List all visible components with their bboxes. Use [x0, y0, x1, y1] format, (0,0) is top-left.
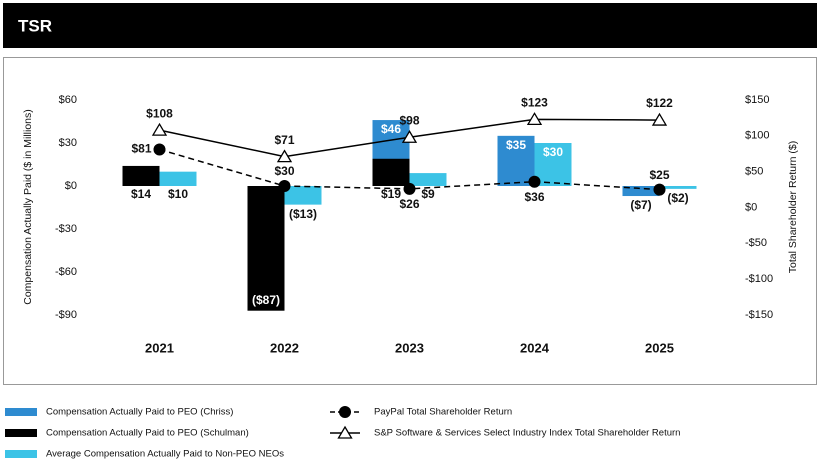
marker — [278, 180, 291, 192]
bar — [247, 186, 285, 311]
y2-tick-label: $0 — [745, 201, 757, 213]
y-tick-label: -$60 — [55, 266, 77, 278]
data-label: $19 — [381, 187, 401, 201]
data-label: $35 — [506, 138, 526, 152]
marker — [153, 143, 166, 156]
marker — [151, 122, 168, 136]
data-label: $30 — [543, 145, 563, 159]
data-label: ($13) — [289, 207, 317, 221]
data-label: $25 — [649, 168, 669, 182]
y-tick-label: -$30 — [55, 223, 77, 235]
x-tick-label: 2025 — [645, 340, 674, 355]
bar — [534, 143, 572, 186]
data-label: $71 — [274, 133, 294, 147]
legend-label: S&P Software & Services Select Industry … — [374, 428, 680, 439]
y2-tick-label: -$100 — [745, 273, 773, 285]
y2-axis-label: Total Shareholder Return ($) — [787, 141, 799, 274]
bar — [622, 186, 660, 197]
y-tick-label: $0 — [65, 180, 77, 192]
data-label: ($2) — [667, 191, 688, 205]
chart-frame — [3, 57, 817, 385]
y-tick-label: $60 — [59, 94, 77, 106]
bar — [122, 165, 160, 186]
y-tick-label: -$90 — [55, 309, 77, 321]
marker — [528, 175, 541, 188]
legend-marker — [339, 406, 351, 418]
marker — [651, 112, 668, 126]
legend-swatch — [5, 450, 37, 458]
legend-label: Compensation Actually Paid to PEO (Schul… — [46, 428, 249, 439]
data-label: $46 — [381, 122, 401, 136]
header-bar — [3, 3, 817, 48]
marker — [653, 183, 666, 196]
data-label: $81 — [131, 142, 151, 156]
bar — [659, 186, 697, 189]
data-label: $9 — [421, 187, 435, 201]
bar — [372, 158, 410, 186]
legend-label: Compensation Actually Paid to PEO (Chris… — [46, 407, 233, 418]
y-axis-label: Compensation Actually Paid ($ in Million… — [22, 109, 34, 305]
data-label: $14 — [131, 187, 151, 201]
data-label: $98 — [399, 113, 419, 127]
data-label: $108 — [146, 106, 173, 120]
y2-tick-label: $150 — [745, 94, 769, 106]
data-label: $26 — [399, 197, 419, 211]
data-label: $122 — [646, 96, 673, 110]
header-title: TSR — [18, 16, 52, 35]
legend-label: Average Compensation Actually Paid to No… — [46, 449, 284, 460]
y-tick-label: $30 — [59, 137, 77, 149]
x-tick-label: 2024 — [520, 340, 550, 355]
y2-tick-label: $50 — [745, 166, 763, 178]
legend-label: PayPal Total Shareholder Return — [374, 407, 512, 418]
data-label: $30 — [274, 164, 294, 178]
data-label: ($7) — [630, 198, 651, 212]
data-label: $10 — [168, 187, 188, 201]
data-label: $36 — [524, 190, 544, 204]
x-tick-label: 2021 — [145, 340, 174, 355]
bar — [159, 171, 197, 186]
legend-swatch — [5, 408, 37, 416]
bar — [284, 186, 322, 205]
bar — [409, 173, 447, 186]
data-label: $123 — [521, 96, 548, 110]
x-tick-label: 2022 — [270, 340, 299, 355]
marker — [276, 149, 293, 163]
marker — [401, 129, 418, 143]
legend-swatch — [5, 429, 37, 437]
bar — [497, 135, 535, 186]
y2-tick-label: $100 — [745, 130, 769, 142]
y2-tick-label: -$150 — [745, 309, 773, 321]
marker — [403, 182, 416, 195]
marker — [526, 112, 543, 125]
x-tick-label: 2023 — [395, 340, 424, 355]
legend-marker — [337, 425, 353, 439]
data-label: ($87) — [252, 293, 280, 307]
y2-tick-label: -$50 — [745, 237, 767, 249]
